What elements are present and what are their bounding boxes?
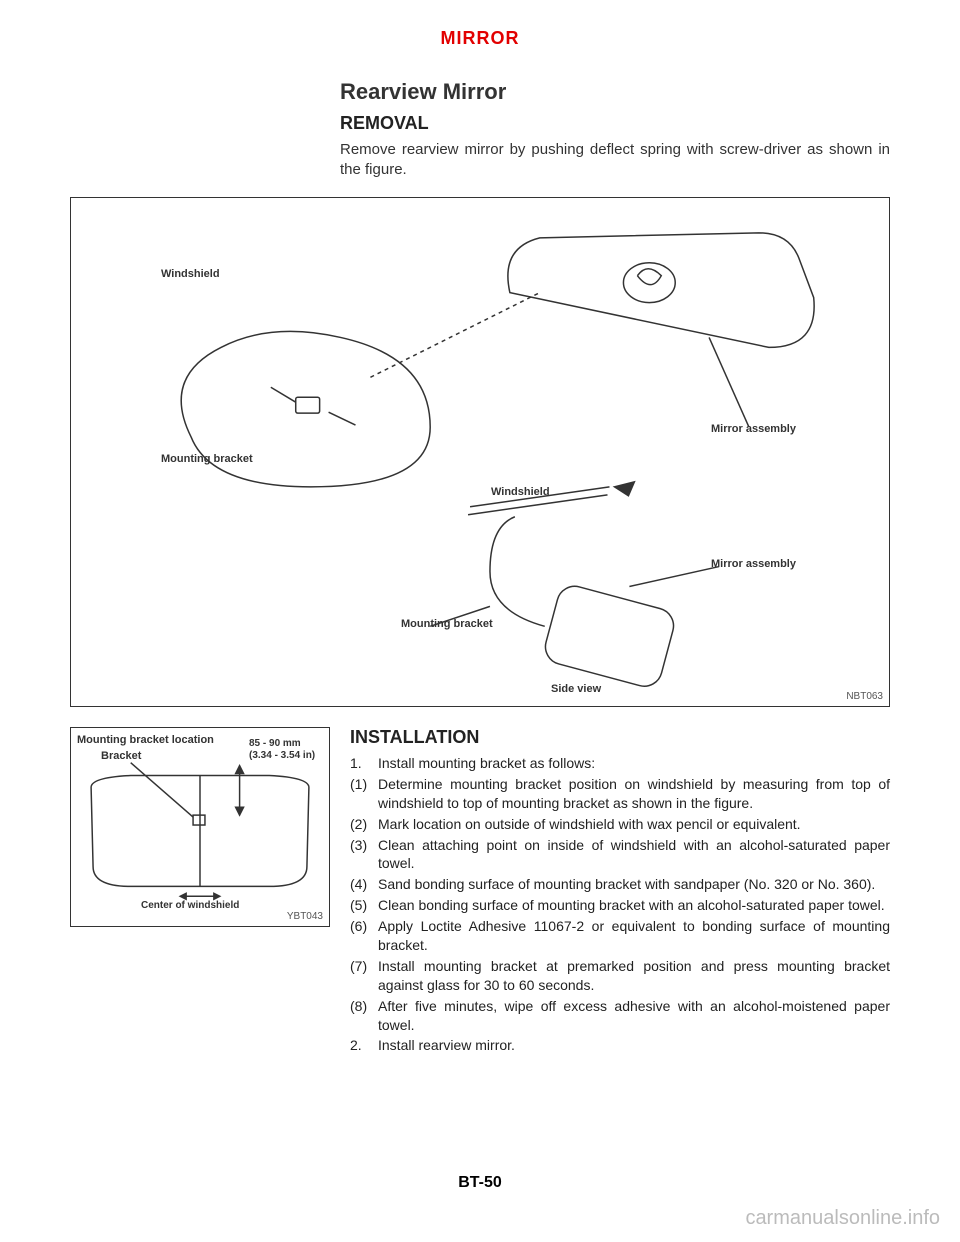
watermark: carmanualsonline.info	[745, 1207, 940, 1230]
step-num: (8)	[350, 997, 378, 1035]
small-bracket-label: Bracket	[101, 750, 141, 762]
figure-main-code: NBT063	[846, 691, 883, 702]
content-area: Rearview Mirror REMOVAL Remove rearview …	[0, 79, 960, 1057]
list-item: (4)Sand bonding surface of mounting brac…	[350, 875, 890, 894]
step-num: (1)	[350, 775, 378, 813]
label-mounting-bracket-mid: Mounting bracket	[401, 618, 493, 630]
list-item: (1)Determine mounting bracket position o…	[350, 775, 890, 813]
step-text: Clean attaching point on inside of winds…	[378, 836, 890, 874]
step-text: Install mounting bracket at premarked po…	[378, 957, 890, 995]
step-text: After five minutes, wipe off excess adhe…	[378, 997, 890, 1035]
step-text: Clean bonding surface of mounting bracke…	[378, 896, 890, 915]
label-mirror-assembly-top: Mirror assembly	[711, 423, 796, 435]
removal-text: Remove rearview mirror by pushing deflec…	[340, 140, 890, 179]
label-mounting-bracket-top: Mounting bracket	[161, 453, 253, 465]
step-text: Mark location on outside of windshield w…	[378, 815, 890, 834]
figure-small-code: YBT043	[287, 911, 323, 922]
section-title: Rearview Mirror	[340, 79, 890, 105]
page-header: MIRROR	[0, 0, 960, 49]
lower-row: Mounting bracket location Bracket 85 - 9…	[70, 727, 890, 1057]
label-side-view: Side view	[551, 683, 601, 695]
list-item: 1.Install mounting bracket as follows:	[350, 754, 890, 773]
step-num: (3)	[350, 836, 378, 874]
step-text: Sand bonding surface of mounting bracket…	[378, 875, 890, 894]
step-text: Apply Loctite Adhesive 11067-2 or equiva…	[378, 917, 890, 955]
page-number: BT-50	[458, 1174, 502, 1191]
list-item: 2.Install rearview mirror.	[350, 1036, 890, 1055]
small-dimension: 85 - 90 mm	[249, 738, 301, 749]
page-footer: BT-50	[0, 1174, 960, 1192]
list-item: (2)Mark location on outside of windshiel…	[350, 815, 890, 834]
label-windshield-mid: Windshield	[491, 486, 550, 498]
label-mirror-assembly-mid: Mirror assembly	[711, 558, 796, 570]
list-item: (8)After five minutes, wipe off excess a…	[350, 997, 890, 1035]
installation-column: INSTALLATION 1.Install mounting bracket …	[350, 727, 890, 1057]
step-num: (2)	[350, 815, 378, 834]
step-num: (4)	[350, 875, 378, 894]
removal-heading: REMOVAL	[340, 113, 890, 134]
step-text: Install mounting bracket as follows:	[378, 754, 890, 773]
installation-heading: INSTALLATION	[350, 727, 890, 748]
figure-small: Mounting bracket location Bracket 85 - 9…	[70, 727, 330, 927]
list-item: (7)Install mounting bracket at premarked…	[350, 957, 890, 995]
label-windshield-top: Windshield	[161, 268, 220, 280]
small-center-label: Center of windshield	[141, 900, 239, 911]
list-item: (5)Clean bonding surface of mounting bra…	[350, 896, 890, 915]
step-num: (6)	[350, 917, 378, 955]
figure-main: Windshield Mounting bracket Mirror assem…	[70, 197, 890, 707]
step-num: 2.	[350, 1036, 378, 1055]
step-num: (7)	[350, 957, 378, 995]
header-title: MIRROR	[441, 28, 520, 48]
small-title: Mounting bracket location	[77, 734, 214, 746]
step-num: (5)	[350, 896, 378, 915]
list-item: (3)Clean attaching point on inside of wi…	[350, 836, 890, 874]
step-text: Install rearview mirror.	[378, 1036, 890, 1055]
small-dimension-in: (3.34 - 3.54 in)	[249, 750, 315, 761]
step-num: 1.	[350, 754, 378, 773]
list-item: (6)Apply Loctite Adhesive 11067-2 or equ…	[350, 917, 890, 955]
installation-list: 1.Install mounting bracket as follows: (…	[350, 754, 890, 1055]
step-text: Determine mounting bracket position on w…	[378, 775, 890, 813]
